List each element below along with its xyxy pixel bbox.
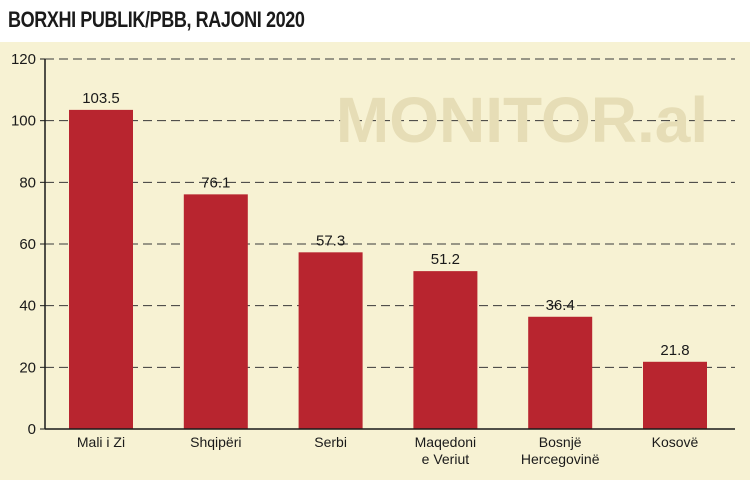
bar	[413, 271, 478, 429]
value-label: 21.8	[660, 342, 689, 359]
x-tick-label: Shqipëri	[190, 434, 241, 450]
y-tick-label: 120	[11, 51, 36, 68]
x-tick-label: Serbi	[314, 434, 347, 450]
value-labels: 103.5 76.1 57.3 51.2 36.4 21.8	[82, 90, 689, 359]
y-tick-label: 100	[11, 113, 36, 130]
value-label: 57.3	[316, 232, 345, 249]
watermark-logo: MONITOR.al	[336, 84, 708, 156]
y-tick-label: 60	[19, 236, 36, 253]
bar	[528, 316, 593, 429]
x-tick-label: Maqedoni	[415, 434, 477, 450]
x-tick-label: Mali i Zi	[77, 434, 125, 450]
x-tick-label: Hercegovinë	[521, 451, 600, 467]
bar	[298, 252, 363, 429]
y-tick-label: 40	[19, 298, 36, 315]
x-tick-label: Kosovë	[652, 434, 699, 450]
value-label: 36.4	[546, 297, 575, 314]
y-tick-label: 0	[28, 421, 36, 438]
gridlines	[45, 58, 735, 368]
y-tick-label: 20	[19, 359, 36, 376]
chart-title: BORXHI PUBLIK/PBB, RAJONI 2020	[8, 7, 305, 32]
bar	[643, 361, 707, 429]
y-tick-label: 80	[19, 174, 36, 191]
axes: 0 20 40 60 80 100 120 Mali i Zi Shqipëri Serbi Maq…	[11, 51, 735, 467]
bar	[183, 194, 248, 429]
bar	[69, 109, 133, 429]
value-label: 103.5	[82, 90, 120, 107]
bars	[69, 109, 707, 429]
title-bar: BORXHI PUBLIK/PBB, RAJONI 2020	[0, 0, 750, 42]
value-label: 51.2	[431, 251, 460, 268]
value-label: 76.1	[201, 174, 230, 191]
x-tick-label: e Veriut	[422, 451, 470, 467]
x-tick-label: Bosnjë	[539, 434, 582, 450]
